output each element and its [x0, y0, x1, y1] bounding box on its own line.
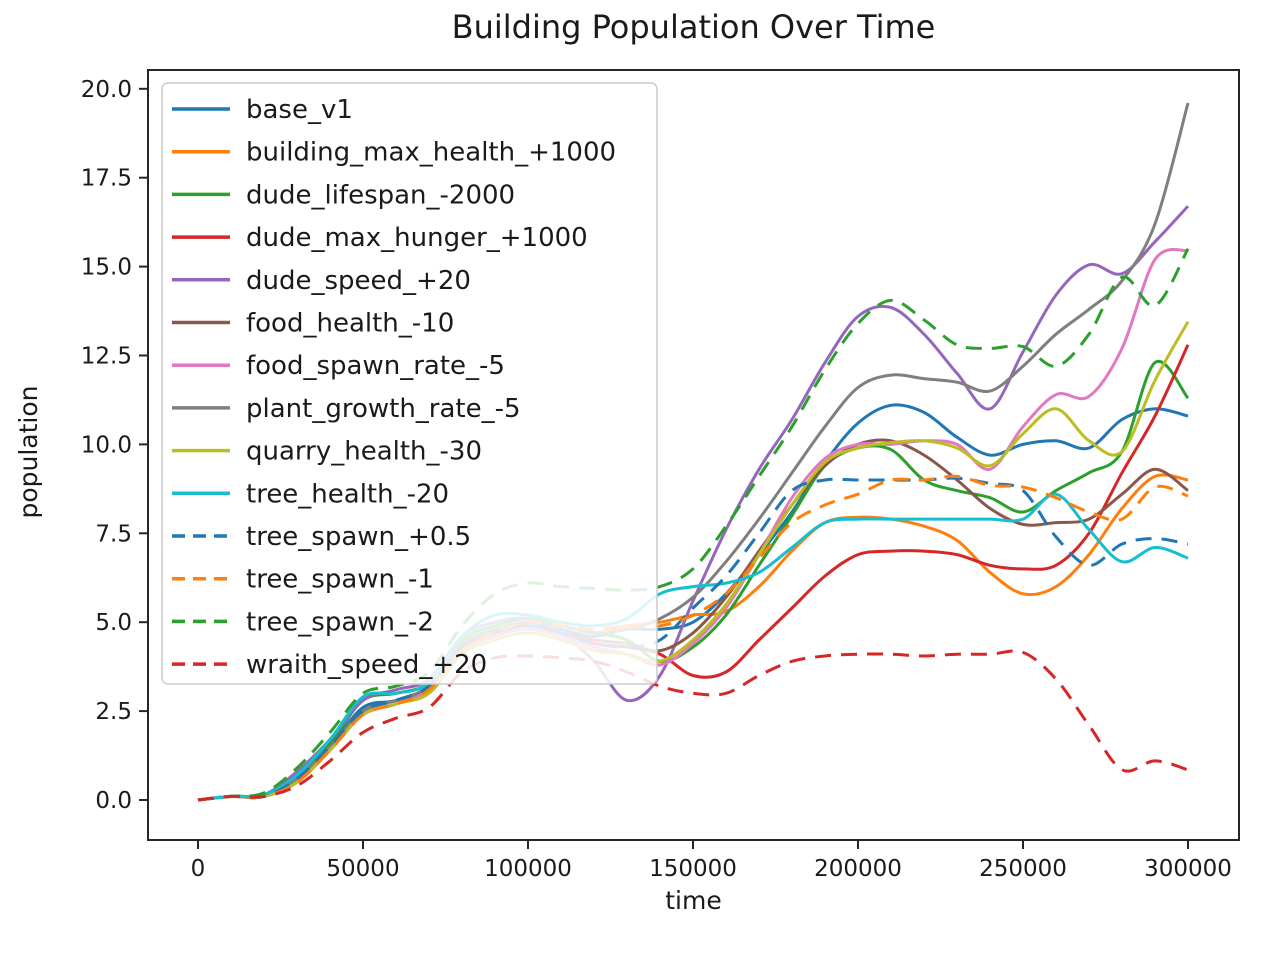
series-line-base_v1: [197, 403, 1189, 802]
legend-label: tree_health_-20: [246, 479, 449, 509]
series-lines: [197, 102, 1190, 802]
series-line-tree_spawn_-1: [197, 474, 1189, 802]
legend-item-dude_speed_+20: dude_speed_+20: [172, 266, 471, 296]
y-tick-label: 17.5: [81, 166, 132, 192]
legend-label: tree_spawn_-1: [246, 565, 434, 595]
series-line-plant_growth_rate_-5: [197, 102, 1190, 802]
legend-label: food_spawn_rate_-5: [246, 351, 505, 381]
legend-item-plant_growth_rate_-5: plant_growth_rate_-5: [172, 394, 521, 424]
legend-label: plant_growth_rate_-5: [246, 394, 521, 424]
legend-label: food_health_-10: [246, 309, 454, 339]
legend-item-tree_spawn_+0.5: tree_spawn_+0.5: [172, 522, 471, 552]
legend-item-building_max_health_+1000: building_max_health_+1000: [172, 138, 616, 168]
legend-item-wraith_speed_+20: wraith_speed_+20: [172, 650, 487, 680]
legend-item-dude_lifespan_-2000: dude_lifespan_-2000: [172, 180, 515, 210]
legend-item-tree_spawn_-2: tree_spawn_-2: [172, 607, 434, 637]
x-tick-label: 300000: [1144, 856, 1232, 882]
y-tick-label: 2.5: [95, 699, 132, 725]
legend-label: quarry_health_-30: [246, 437, 482, 467]
y-tick-label: 10.0: [81, 432, 132, 458]
legend-label: dude_lifespan_-2000: [246, 180, 515, 210]
legend-item-food_health_-10: food_health_-10: [172, 309, 454, 339]
y-axis-label: population: [14, 385, 43, 519]
x-tick-label: 250000: [979, 856, 1067, 882]
legend-box: [161, 82, 658, 685]
x-tick-label: 200000: [814, 856, 902, 882]
legend-label: tree_spawn_+0.5: [246, 522, 471, 552]
x-tick-label: 0: [191, 856, 206, 882]
legend-item-quarry_health_-30: quarry_health_-30: [172, 437, 482, 467]
y-tick-label: 5.0: [95, 610, 132, 636]
legend-item-tree_spawn_-1: tree_spawn_-1: [172, 565, 434, 595]
legend: base_v1 building_max_health_+1000 dude_lif…: [161, 82, 658, 685]
legend-item-dude_max_hunger_+1000: dude_max_hunger_+1000: [172, 223, 588, 253]
series-line-tree_health_-20: [197, 492, 1189, 802]
series-line-tree_spawn_+0.5: [197, 476, 1189, 802]
y-tick-label: 12.5: [81, 344, 132, 370]
x-tick-label: 100000: [484, 856, 572, 882]
legend-label: dude_max_hunger_+1000: [246, 223, 588, 253]
y-tick-label: 20.0: [81, 77, 132, 103]
x-tick-label: 150000: [649, 856, 737, 882]
legend-label: tree_spawn_-2: [246, 607, 434, 637]
chart-title: Building Population Over Time: [451, 8, 936, 46]
legend-label: base_v1: [246, 95, 353, 125]
legend-item-base_v1: base_v1: [172, 95, 353, 125]
y-tick-label: 15.0: [81, 255, 132, 281]
legend-label: dude_speed_+20: [246, 266, 471, 296]
legend-label: building_max_health_+1000: [246, 138, 616, 168]
x-tick-label: 50000: [326, 856, 399, 882]
legend-label: wraith_speed_+20: [246, 650, 487, 680]
series-line-tree_spawn_-2: [197, 248, 1190, 802]
x-axis-label: time: [665, 886, 722, 915]
series-line-wraith_speed_+20: [197, 649, 1189, 802]
legend-item-food_spawn_rate_-5: food_spawn_rate_-5: [172, 351, 505, 381]
y-tick-label: 7.5: [95, 521, 132, 547]
axis-ticks: 0 50000 100000 150000 200000 250000 300000 0.0 2…: [81, 77, 1232, 882]
legend-item-tree_health_-20: tree_health_-20: [172, 479, 449, 509]
y-tick-label: 0.0: [95, 788, 132, 814]
